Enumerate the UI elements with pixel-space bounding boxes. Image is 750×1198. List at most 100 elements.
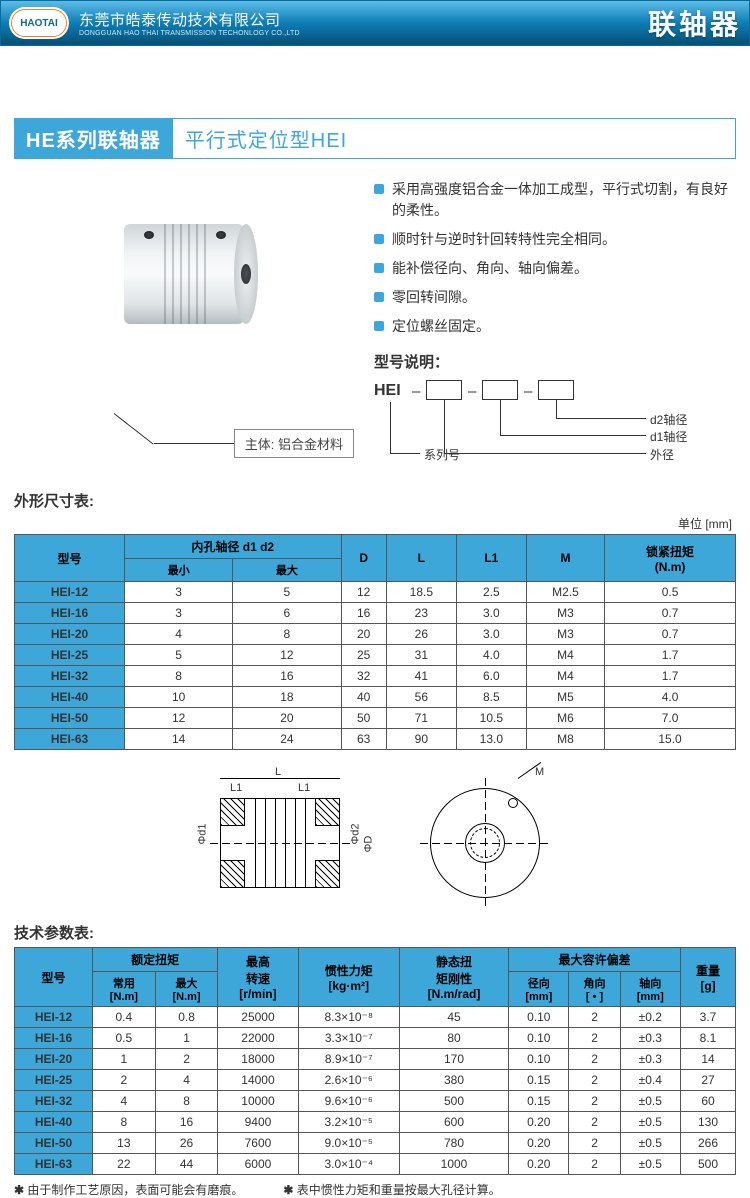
cell: 3 xyxy=(125,603,233,624)
cell: 32 xyxy=(341,666,386,687)
feature-item: 采用高强度铝合金一体加工成型，平行式切割，有良好的柔性。 xyxy=(374,179,736,221)
cell: 0.10 xyxy=(509,1028,569,1049)
cell: 2 xyxy=(569,1028,620,1049)
cell-model: HEI-32 xyxy=(15,666,125,687)
cell: 40 xyxy=(341,687,386,708)
th-normal: 常用 [N.m] xyxy=(93,972,156,1007)
cell: 50 xyxy=(341,708,386,729)
cell: 380 xyxy=(399,1070,508,1091)
cell: 10 xyxy=(125,687,233,708)
cell: 6.0 xyxy=(456,666,526,687)
feature-text: 零回转间隙。 xyxy=(392,287,476,308)
cell: 0.8 xyxy=(155,1007,218,1028)
cell: 26 xyxy=(155,1133,218,1154)
cell: 1 xyxy=(155,1028,218,1049)
dim-phid1: Φd1 xyxy=(197,823,209,844)
table-row: HEI-16 3 6 16 23 3.0 M3 0.7 xyxy=(15,603,736,624)
cell: 2 xyxy=(569,1154,620,1175)
technical-table: 型号 额定扭矩 最高 转速 [r/min] 惯性力矩 [kg·m²] 静态扭 矩… xyxy=(14,947,736,1175)
cell: 90 xyxy=(386,729,456,750)
cell: ±0.5 xyxy=(620,1154,680,1175)
dim-l1: L1 xyxy=(230,782,242,794)
th-l: L xyxy=(386,535,456,582)
cell: 2.5 xyxy=(456,582,526,603)
logo-text: HAOTAI xyxy=(20,18,58,29)
bullet-icon xyxy=(374,321,384,331)
table-row: HEI-20 4 8 20 26 3.0 M3 0.7 xyxy=(15,624,736,645)
th-speed: 最高 转速 [r/min] xyxy=(218,948,298,1007)
cell: 4.0 xyxy=(605,687,736,708)
table-row: HEI-40 8 16 9400 3.2×10⁻⁵ 600 0.20 2 ±0.… xyxy=(15,1112,736,1133)
feature-list: 采用高强度铝合金一体加工成型，平行式切割，有良好的柔性。 顺时针与逆时针回转特性… xyxy=(374,179,736,478)
cell: 0.15 xyxy=(509,1070,569,1091)
cell: 500 xyxy=(399,1091,508,1112)
drawing-side-view: L L1 L1 Φd1 Φd2 ΦD xyxy=(190,768,370,908)
cell: 2.6×10⁻⁶ xyxy=(298,1070,399,1091)
series-title: HE系列联轴器 xyxy=(14,118,173,159)
cell: 8 xyxy=(155,1091,218,1112)
company-block: 东莞市皓泰传动技术有限公司 DONGGUAN HAO THAI TRANSMIS… xyxy=(79,9,300,37)
company-name-cn: 东莞市皓泰传动技术有限公司 xyxy=(79,9,300,30)
cell: 80 xyxy=(399,1028,508,1049)
th-min: 最小 xyxy=(125,559,233,582)
drawing-front-view: M xyxy=(420,768,560,908)
cell: 9400 xyxy=(218,1112,298,1133)
th-l1: L1 xyxy=(456,535,526,582)
feature-item: 能补偿径向、角向、轴向偏差。 xyxy=(374,258,736,279)
footnote-b: 表中惯性力矩和重量按最大孔径计算。 xyxy=(283,1181,500,1198)
cell-model: HEI-25 xyxy=(15,1070,93,1091)
th-weight: 重量 [g] xyxy=(680,948,735,1007)
model-label-d1: d1轴径 xyxy=(650,428,687,445)
cell: 8 xyxy=(125,666,233,687)
cell: 8.5 xyxy=(456,687,526,708)
cell-model: HEI-50 xyxy=(15,1133,93,1154)
series-subtitle: 平行式定位型HEI xyxy=(173,118,736,159)
cell: ±0.3 xyxy=(620,1049,680,1070)
product-image: 主体: 铝合金材料 xyxy=(14,179,354,478)
cell: ±0.5 xyxy=(620,1091,680,1112)
cell: ±0.3 xyxy=(620,1028,680,1049)
cell: 16 xyxy=(341,603,386,624)
dim-l: L xyxy=(275,766,281,778)
cell: 24 xyxy=(233,729,341,750)
cell: 6 xyxy=(233,603,341,624)
cell: M4 xyxy=(526,645,604,666)
bullet-icon xyxy=(374,263,384,273)
dim-phid: ΦD xyxy=(362,836,374,853)
cell: 16 xyxy=(155,1112,218,1133)
model-prefix: HEI xyxy=(374,382,401,400)
cell: 780 xyxy=(399,1133,508,1154)
cell: M5 xyxy=(526,687,604,708)
cell-model: HEI-63 xyxy=(15,1154,93,1175)
feature-item: 定位螺丝固定。 xyxy=(374,316,736,337)
cell: ±0.4 xyxy=(620,1070,680,1091)
table-row: HEI-50 12 20 50 71 10.5 M6 7.0 xyxy=(15,708,736,729)
cell: 0.10 xyxy=(509,1049,569,1070)
cell: 600 xyxy=(399,1112,508,1133)
cell: 5 xyxy=(125,645,233,666)
dim-l1: L1 xyxy=(298,782,310,794)
cell: 2 xyxy=(569,1091,620,1112)
coupling-render xyxy=(104,209,264,339)
dim-m: M xyxy=(535,766,544,778)
footnote-a: 由于制作工艺原因，表面可能会有磨痕。 xyxy=(14,1181,243,1198)
model-label-series: 系列号 xyxy=(424,446,460,463)
cell: 3 xyxy=(125,582,233,603)
th-model: 型号 xyxy=(15,535,125,582)
cell: 2 xyxy=(93,1070,156,1091)
cell: 12 xyxy=(233,645,341,666)
cell: 0.10 xyxy=(509,1007,569,1028)
cell: 500 xyxy=(680,1154,735,1175)
table-row: HEI-50 13 26 7600 9.0×10⁻⁵ 780 0.20 2 ±0… xyxy=(15,1133,736,1154)
cell: 1000 xyxy=(399,1154,508,1175)
dimension-table: 型号 内孔轴径 d1 d2 D L L1 M 锁紧扭矩 (N.m) 最小 最大 … xyxy=(14,534,736,750)
model-label-d2: d2轴径 xyxy=(650,411,687,428)
cell: 25 xyxy=(341,645,386,666)
material-label: 主体: 铝合金材料 xyxy=(234,429,354,458)
cell: 0.20 xyxy=(509,1154,569,1175)
bullet-icon xyxy=(374,184,384,194)
cell: 3.0×10⁻⁴ xyxy=(298,1154,399,1175)
dim-phid2: Φd2 xyxy=(350,823,362,844)
table-row: HEI-40 10 18 40 56 8.5 M5 4.0 xyxy=(15,687,736,708)
product-row: 主体: 铝合金材料 采用高强度铝合金一体加工成型，平行式切割，有良好的柔性。 顺… xyxy=(14,179,736,478)
